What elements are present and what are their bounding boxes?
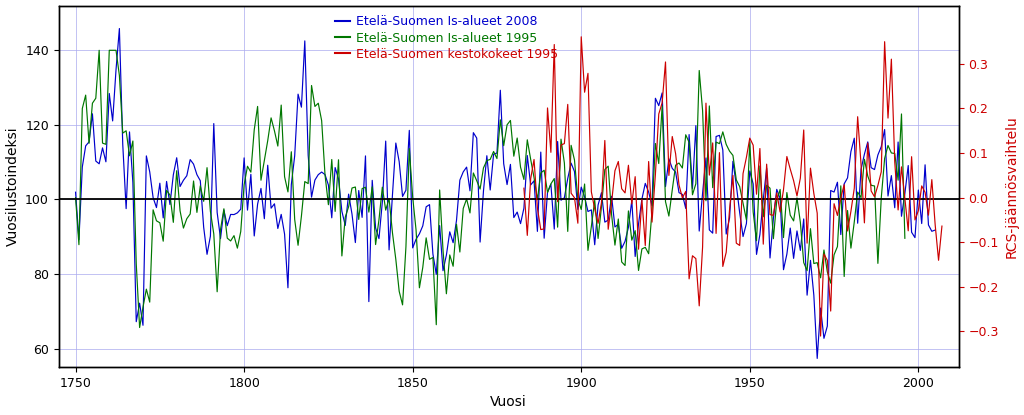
Legend: Etelä-Suomen Is-alueet 2008, Etelä-Suomen Is-alueet 1995, Etelä-Suomen kestokoke: Etelä-Suomen Is-alueet 2008, Etelä-Suome… [335, 15, 558, 61]
X-axis label: Vuosi: Vuosi [490, 395, 527, 410]
Y-axis label: Vuosilustoindeksi: Vuosilustoindeksi [5, 127, 19, 246]
Y-axis label: RCS-jäännösvaihtelu: RCS-jäännösvaihtelu [1005, 115, 1019, 258]
